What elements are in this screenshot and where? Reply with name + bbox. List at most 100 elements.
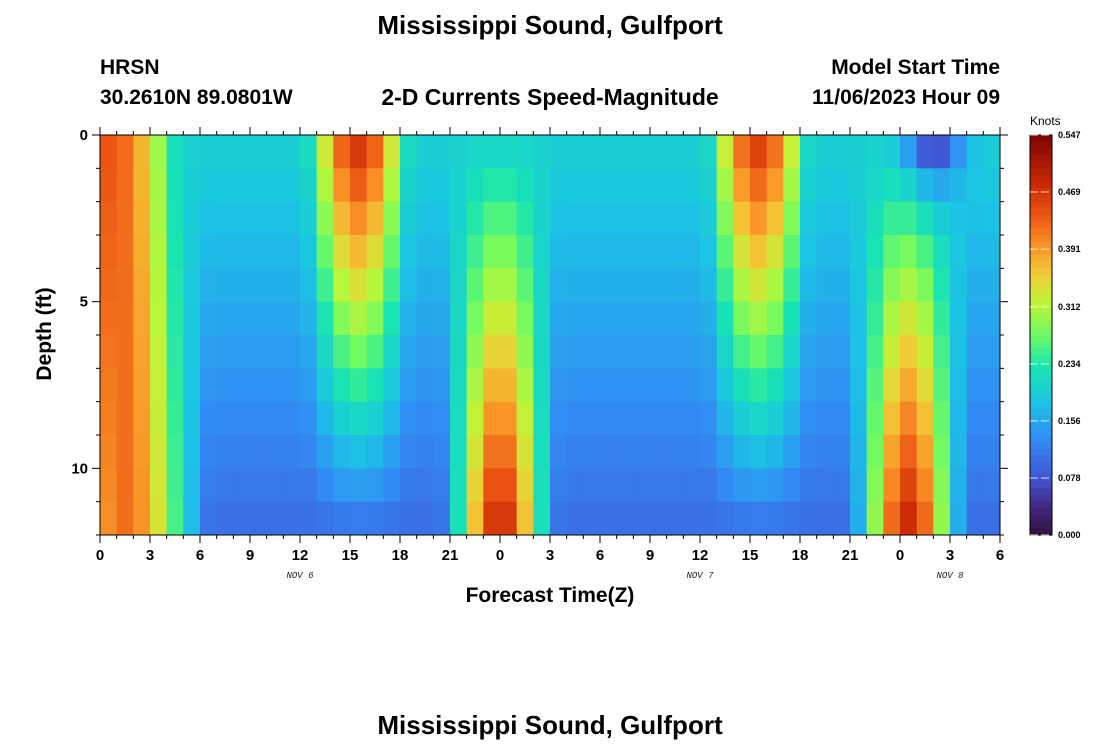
heatmap-cell [166, 135, 184, 169]
heatmap-cell [283, 501, 301, 535]
heatmap-cell [266, 401, 284, 436]
heatmap-cell [100, 335, 118, 369]
heatmap-cell [483, 168, 501, 203]
colorbar-segment [1030, 295, 1052, 303]
heatmap-cell [266, 135, 284, 169]
heatmap-cell [683, 268, 701, 303]
x-tick-label: 0 [496, 547, 504, 564]
heatmap-cell [516, 335, 534, 369]
heatmap-cell [550, 501, 568, 535]
heatmap-cell [850, 135, 868, 169]
heatmap-cell [550, 368, 568, 403]
heatmap-cell [666, 501, 684, 535]
heatmap-cell [983, 135, 1000, 169]
heatmap-cell [516, 435, 534, 469]
heatmap-cell [766, 268, 784, 303]
heatmap-cell [833, 435, 851, 469]
heatmap-cell [366, 268, 384, 303]
heatmap-cell [400, 201, 418, 236]
heatmap-cell [183, 401, 201, 436]
heatmap-cell [933, 501, 951, 535]
heatmap-cell [366, 401, 384, 436]
heatmap-cell [533, 468, 551, 503]
heatmap-cell [633, 301, 651, 336]
heatmap-cell [833, 368, 851, 403]
heatmap-cell [566, 168, 584, 203]
heatmap-cell [566, 235, 584, 269]
heatmap-cell [766, 401, 784, 436]
colorbar-segment [1030, 528, 1052, 536]
heatmap-cell [566, 335, 584, 369]
x-tick-label: 6 [196, 547, 204, 564]
heatmap-cell [883, 468, 901, 503]
heatmap-cell [550, 468, 568, 503]
x-tick-label: 12 [692, 547, 709, 564]
heatmap-cell [316, 201, 334, 236]
heatmap-cell [600, 201, 618, 236]
colorbar-segment [1030, 135, 1052, 143]
heatmap-cell [983, 401, 1000, 436]
heatmap-cell [516, 235, 534, 269]
heatmap-cell [166, 501, 184, 535]
heatmap-cell [233, 468, 251, 503]
heatmap-cell [983, 368, 1000, 403]
heatmap-cell [183, 201, 201, 236]
heatmap-cell [800, 301, 818, 336]
heatmap-cell [100, 301, 118, 336]
heatmap-cell [116, 135, 134, 169]
date-labels: NOV 6 NOV 7 NOV 8 [286, 571, 964, 581]
colorbar-segment [1030, 468, 1052, 476]
heatmap-cell [266, 335, 284, 369]
heatmap-cell [416, 201, 434, 236]
heatmap-cell [566, 435, 584, 469]
heatmap-cell [283, 268, 301, 303]
heatmap-cell [250, 501, 268, 535]
heatmap-cell [783, 301, 801, 336]
heatmap-cell [916, 301, 934, 336]
heatmap-cell [950, 435, 968, 469]
heatmap-cell [816, 401, 834, 436]
heatmap-cell [950, 368, 968, 403]
heatmap-cell [300, 235, 318, 269]
heatmap-cell [683, 368, 701, 403]
colorbar-segment [1030, 335, 1052, 343]
heatmap-cell [783, 268, 801, 303]
heatmap-cell [650, 368, 668, 403]
heatmap-cell [500, 401, 518, 436]
heatmap-cell [333, 268, 351, 303]
heatmap-cell [283, 368, 301, 403]
heatmap-cell [216, 368, 234, 403]
heatmap-cell [766, 368, 784, 403]
heatmap-cell [233, 335, 251, 369]
heatmap-cell [400, 435, 418, 469]
colorbar-segment [1030, 315, 1052, 323]
heatmap-cell [600, 468, 618, 503]
heatmap-cell [533, 135, 551, 169]
heatmap-cell [350, 468, 368, 503]
heatmap-cell [500, 468, 518, 503]
heatmap-cell [150, 135, 168, 169]
heatmap-cell [883, 501, 901, 535]
heatmap-cell [283, 201, 301, 236]
heatmap-cell [150, 268, 168, 303]
heatmap-cell [416, 501, 434, 535]
y-tick-label: 0 [80, 127, 88, 144]
heatmap-cell [733, 435, 751, 469]
heatmap-cell [500, 435, 518, 469]
heatmap-cell [700, 301, 718, 336]
y-tick-label: 5 [80, 294, 88, 311]
heatmap-cell [416, 335, 434, 369]
heatmap-cell [483, 335, 501, 369]
heatmap-cell [216, 301, 234, 336]
heatmap-cell [133, 501, 151, 535]
heatmap-cell [350, 368, 368, 403]
heatmap-cell [283, 168, 301, 203]
heatmap-cell [116, 468, 134, 503]
heatmap-cell [233, 201, 251, 236]
colorbar-segment [1030, 148, 1052, 156]
heatmap-cell [266, 468, 284, 503]
colorbar-segment [1030, 248, 1052, 256]
heatmap-cell [233, 501, 251, 535]
heatmap-cell [933, 168, 951, 203]
heatmap-cell [766, 501, 784, 535]
